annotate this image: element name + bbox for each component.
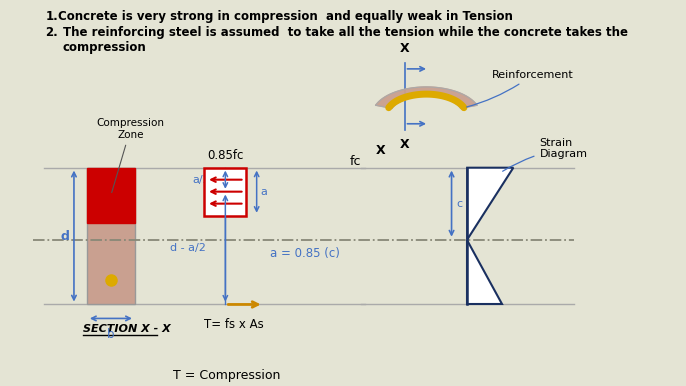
Text: c: c [456,199,462,209]
Text: compression: compression [62,41,146,54]
Text: Compression
Zone: Compression Zone [97,118,165,193]
Text: Reinforcement: Reinforcement [466,70,573,107]
Text: a = 0.85 (c): a = 0.85 (c) [270,247,340,259]
Text: d: d [61,230,70,242]
Text: a/2: a/2 [192,175,210,185]
Text: fc: fc [350,155,361,168]
Polygon shape [376,87,477,108]
Text: 0.85fc: 0.85fc [207,149,244,162]
Text: 2.: 2. [45,26,58,39]
Text: d - a/2: d - a/2 [170,243,206,253]
Bar [87,168,135,223]
Text: 1.: 1. [45,10,58,23]
Polygon shape [467,168,513,240]
Text: X: X [375,144,385,157]
Text: X: X [400,138,410,151]
Text: SECTION X - X: SECTION X - X [82,324,170,334]
Text: X: X [400,42,410,55]
Text: a: a [260,187,267,196]
Polygon shape [467,240,502,305]
Text: T= fs x As: T= fs x As [204,318,264,332]
Bar [87,168,135,305]
Text: The reinforcing steel is assumed  to take all the tension while the concrete tak: The reinforcing steel is assumed to take… [62,26,628,39]
Text: b: b [107,328,115,342]
Text: T = Compression: T = Compression [172,369,280,383]
Text: Strain
Diagram: Strain Diagram [503,138,587,171]
Bar [204,168,246,216]
Text: Concrete is very strong in compression  and equally weak in Tension: Concrete is very strong in compression a… [58,10,513,23]
